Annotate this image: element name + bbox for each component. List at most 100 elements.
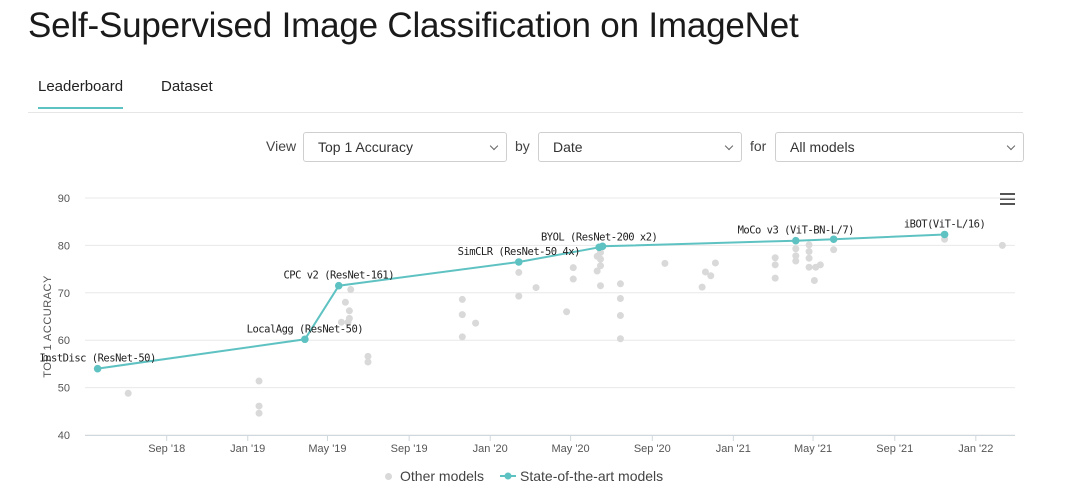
x-tick-label: Sep '21 [876, 443, 913, 455]
by-select[interactable]: Date [538, 132, 742, 162]
legend-dot-icon [385, 473, 392, 480]
sota-point-label: iBOT(ViT-L/16) [904, 218, 986, 230]
other-model-point [771, 261, 779, 269]
for-label: for [750, 138, 767, 154]
y-tick-label: 40 [58, 430, 70, 442]
tab-leaderboard[interactable]: Leaderboard [38, 78, 124, 109]
other-model-point [255, 377, 263, 385]
x-tick-label: Jan '19 [230, 443, 265, 455]
other-model-point [458, 311, 466, 319]
accuracy-scatter-chart: 40 50 60 70 80 90 Sep '18 Jan '19 May '19 Sep '19… [39, 193, 1015, 455]
sota-point [301, 335, 309, 344]
other-model-point [255, 402, 263, 410]
sota-point-label: BYOL (ResNet-200 x2) [541, 231, 657, 243]
legend-sota-models[interactable]: State-of-the-art models [500, 468, 663, 484]
sota-point-label: CPC v2 (ResNet-161) [283, 270, 394, 282]
other-model-point [364, 358, 372, 366]
other-model-point [124, 389, 132, 397]
other-model-point [698, 283, 706, 291]
other-model-point [596, 262, 604, 270]
other-model-point [341, 298, 349, 306]
other-model-point [255, 409, 263, 417]
other-model-point [569, 275, 577, 283]
other-model-point [515, 292, 523, 300]
sota-point [791, 236, 800, 245]
for-select[interactable]: All models [775, 132, 1024, 162]
sota-point-label: InstDisc (ResNet-50) [39, 353, 155, 365]
other-model-point [515, 268, 523, 276]
tab-dataset[interactable]: Dataset [161, 78, 213, 95]
other-model-point [347, 285, 355, 293]
other-model-point [805, 248, 813, 256]
other-model-point [596, 282, 604, 290]
other-model-point [830, 246, 838, 254]
other-model-point [661, 259, 669, 267]
y-tick-label: 70 [58, 288, 70, 300]
other-model-point [707, 272, 715, 280]
chevron-down-icon [724, 141, 734, 151]
x-tick-label: May '21 [794, 443, 832, 455]
x-tick-label: Jan '21 [716, 443, 751, 455]
sota-point [334, 281, 343, 290]
sota-point-label: MoCo v3 (ViT-BN-L/7) [738, 225, 854, 237]
sota-point-label: SimCLR (ResNet-50 4x) [458, 246, 580, 258]
legend-other-models[interactable]: Other models [385, 468, 484, 484]
other-model-point [596, 255, 604, 263]
x-tick-label: May '19 [308, 443, 346, 455]
legend-sota-label: State-of-the-art models [520, 468, 664, 484]
other-model-point [816, 261, 824, 269]
x-tick-label: Jan '20 [473, 443, 508, 455]
y-tick-label: 80 [58, 240, 70, 252]
other-model-point [616, 335, 624, 343]
other-model-point [458, 295, 466, 303]
view-select-value: Top 1 Accuracy [318, 139, 413, 155]
chevron-down-icon [489, 141, 499, 151]
sota-point [598, 242, 607, 251]
other-model-point [792, 257, 800, 265]
other-model-point [472, 319, 480, 327]
other-model-point [771, 254, 779, 262]
other-model-point [569, 264, 577, 272]
other-model-point [364, 352, 372, 360]
y-axis-label: TOP 1 ACCURACY [42, 275, 54, 378]
other-model-point [616, 294, 624, 302]
other-model-point [616, 312, 624, 320]
y-tick-label: 50 [58, 383, 70, 395]
other-model-point [344, 318, 352, 326]
sota-point-label: LocalAgg (ResNet-50) [247, 323, 363, 335]
legend-other-label: Other models [400, 468, 485, 484]
other-model-point [998, 241, 1006, 249]
other-model-point [805, 254, 813, 262]
other-model-point [792, 245, 800, 253]
view-label: View [266, 138, 297, 154]
other-model-point [810, 276, 818, 284]
other-model-point [792, 252, 800, 260]
x-tick-label: Sep '19 [391, 443, 428, 455]
other-model-point [616, 280, 624, 288]
chevron-down-icon [1006, 141, 1016, 151]
hamburger-menu-icon[interactable] [1000, 193, 1015, 205]
other-model-point [532, 284, 540, 292]
other-model-point [805, 241, 813, 249]
sota-point [514, 258, 523, 266]
x-tick-label: Sep '18 [148, 443, 185, 455]
sota-point [940, 230, 949, 239]
x-tick-label: Jan '22 [958, 443, 993, 455]
other-model-point [711, 259, 719, 267]
page-title: Self-Supervised Image Classification on … [28, 6, 799, 45]
other-model-point [593, 267, 601, 275]
x-tick-label: Sep '20 [634, 443, 671, 455]
sota-point [829, 235, 838, 244]
y-tick-label: 90 [58, 193, 70, 205]
view-select[interactable]: Top 1 Accuracy [303, 132, 507, 162]
sota-point [93, 364, 102, 373]
for-select-value: All models [790, 139, 855, 155]
y-tick-label: 60 [58, 335, 70, 347]
x-tick-label: May '20 [551, 443, 589, 455]
by-select-value: Date [553, 139, 583, 155]
other-model-point [345, 307, 353, 315]
by-label: by [515, 138, 530, 154]
other-model-point [805, 263, 813, 271]
other-model-point [771, 274, 779, 282]
other-model-point [458, 333, 466, 341]
